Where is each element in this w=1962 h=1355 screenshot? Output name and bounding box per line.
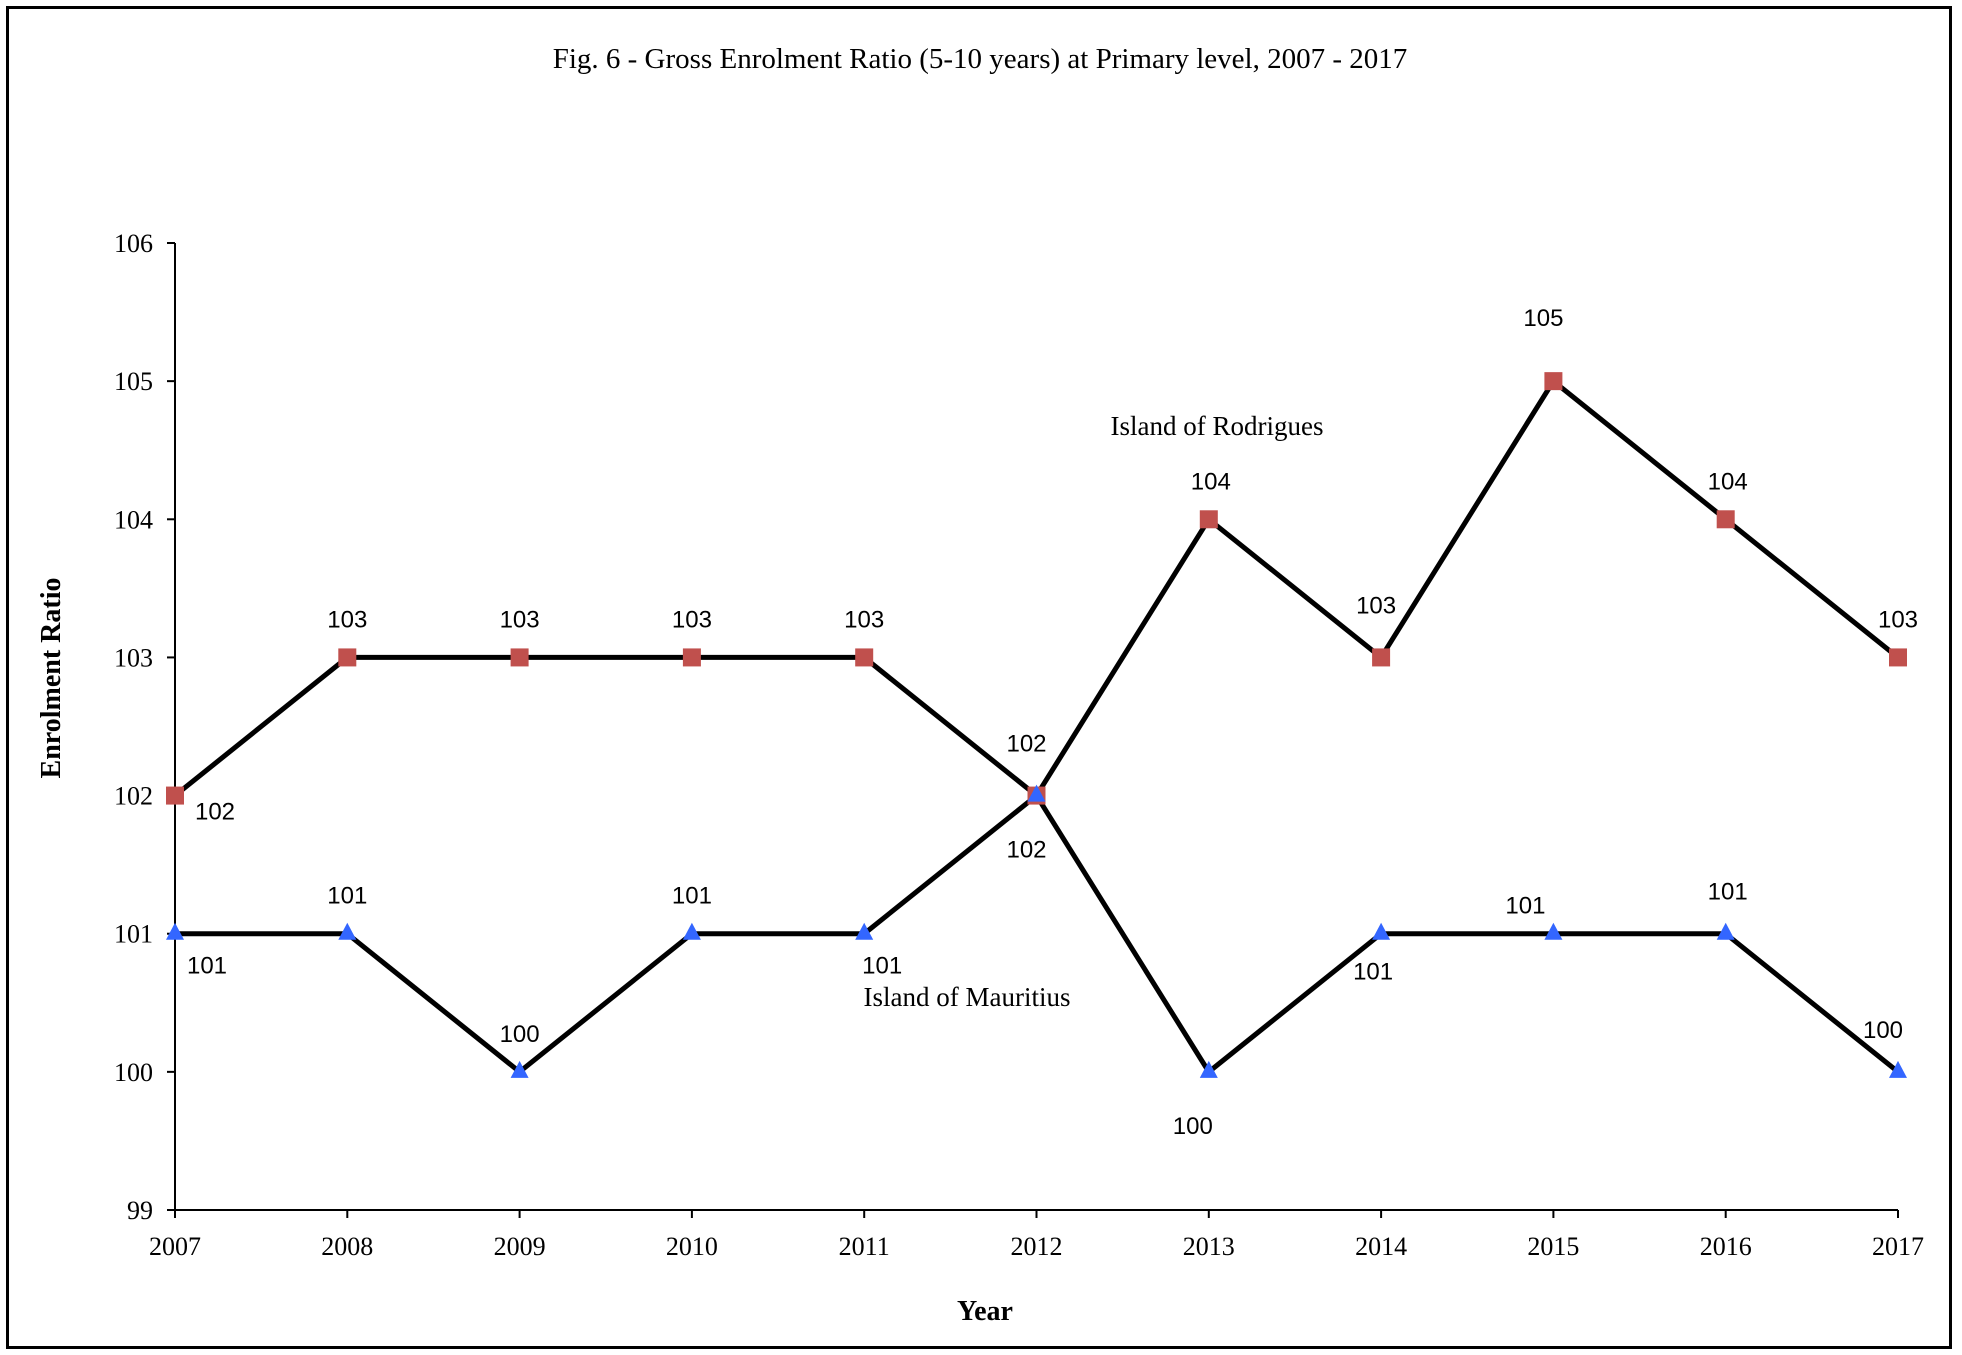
y-tick-label: 101	[114, 920, 153, 949]
data-label: 102	[1006, 837, 1046, 864]
data-label: 104	[1191, 468, 1231, 495]
y-tick-label: 106	[114, 229, 153, 258]
chart-title: Fig. 6 - Gross Enrolment Ratio (5-10 yea…	[553, 43, 1408, 75]
data-label: 101	[1708, 879, 1748, 906]
data-label: 100	[1863, 1017, 1903, 1044]
x-tick-label: 2015	[1527, 1232, 1579, 1261]
data-point-triangle	[166, 922, 184, 940]
data-point-triangle	[1372, 922, 1391, 940]
y-tick-label: 99	[127, 1196, 153, 1225]
data-label: 103	[844, 606, 884, 633]
data-point-square	[855, 648, 874, 667]
data-point-square	[338, 648, 357, 667]
x-tick-label: 2016	[1700, 1232, 1752, 1261]
data-label: 101	[1505, 893, 1545, 920]
data-label: 100	[1173, 1113, 1213, 1140]
data-point-square	[1544, 372, 1563, 391]
x-axis-title: Year	[957, 1296, 1013, 1327]
data-labels: 102 103 103 103 103 102 104 103 105 104 103 101 101 1…	[187, 305, 1918, 1140]
data-point-triangle	[682, 922, 701, 940]
series-lines	[173, 377, 1900, 1076]
x-tick-label: 2011	[839, 1232, 890, 1261]
series-name-label: Island of Rodrigues	[1111, 411, 1324, 441]
x-tick-label: 2007	[149, 1232, 201, 1261]
data-label: 101	[327, 883, 367, 910]
y-tick-label: 104	[114, 505, 153, 534]
data-label: 102	[1006, 731, 1046, 758]
data-point-triangle	[1889, 1060, 1907, 1078]
data-point-triangle	[1027, 784, 1046, 802]
data-label: 101	[862, 953, 902, 980]
x-tick-label: 2017	[1872, 1232, 1924, 1261]
series-markers	[166, 372, 1907, 1078]
x-tick-label: 2014	[1355, 1232, 1407, 1261]
data-label: 103	[1878, 606, 1918, 633]
data-point-square	[510, 648, 529, 667]
data-point-triangle	[338, 922, 357, 940]
data-point-triangle	[1544, 922, 1563, 940]
data-point-square	[1716, 510, 1735, 529]
x-tick-label: 2010	[666, 1232, 718, 1261]
data-point-triangle	[1716, 922, 1735, 940]
data-label: 100	[500, 1021, 540, 1048]
data-point-triangle	[855, 922, 874, 940]
data-label: 105	[1523, 305, 1563, 332]
x-tick-label: 2013	[1183, 1232, 1235, 1261]
data-point-square	[1199, 510, 1218, 529]
data-point-square	[1372, 648, 1391, 667]
y-tick-label: 105	[114, 367, 153, 396]
chart-frame	[6, 6, 1952, 1349]
data-point-triangle	[1199, 1060, 1218, 1078]
data-label: 101	[187, 953, 227, 980]
x-tick-label: 2012	[1011, 1232, 1063, 1261]
data-point-square	[1889, 648, 1907, 667]
data-label: 102	[195, 799, 235, 826]
data-label: 103	[1356, 592, 1396, 619]
data-label: 101	[1353, 959, 1393, 986]
data-label: 101	[672, 883, 712, 910]
data-label: 103	[500, 606, 540, 633]
data-label: 104	[1708, 468, 1748, 495]
y-tick-label: 102	[114, 782, 153, 811]
y-tick-label: 103	[114, 643, 153, 672]
data-label: 103	[327, 606, 367, 633]
series-names: Island of Rodrigues Island of Mauritius	[864, 411, 1324, 1012]
x-tick-label: 2008	[321, 1232, 373, 1261]
series-name-label: Island of Mauritius	[864, 982, 1071, 1012]
data-point-square	[166, 786, 184, 805]
axes: 99 100 101 102 103 104 105 106 2007 2008 2009 2010 2…	[114, 229, 1924, 1261]
x-tick-label: 2009	[494, 1232, 546, 1261]
data-point-square	[682, 648, 701, 667]
y-axis-title: Enrolment Ratio	[36, 578, 67, 779]
y-tick-label: 100	[114, 1058, 153, 1087]
data-label: 103	[672, 606, 712, 633]
data-point-triangle	[510, 1060, 529, 1078]
